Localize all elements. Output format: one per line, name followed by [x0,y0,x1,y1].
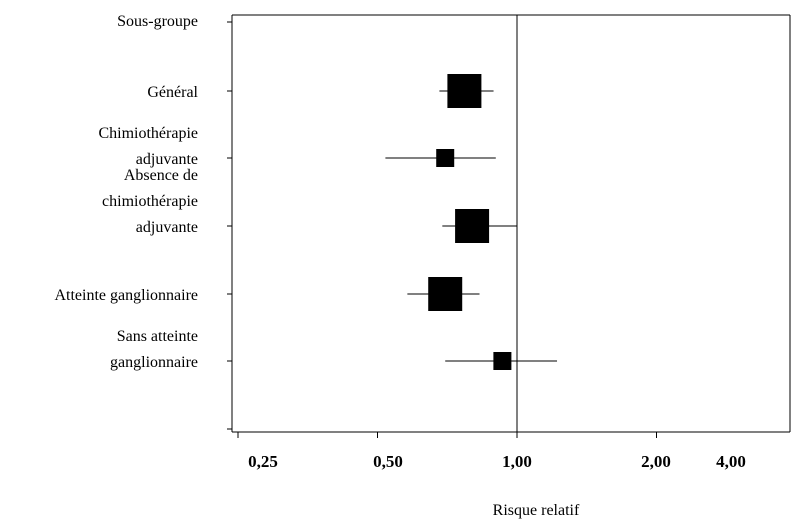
x-tick-label: 4,00 [716,452,746,471]
estimate-rows [385,74,558,370]
estimate-marker [428,277,463,311]
x-axis-label: Risque relatif [493,502,580,519]
subgroup-label: Sans atteinte [117,328,198,345]
x-axis-ticks: 0,25 0,50 1,00 2,00 4,00 [237,432,746,471]
x-tick-label: 2,00 [641,452,671,471]
x-tick-label: 0,25 [248,452,278,471]
subgroup-label: Chimiothérapie [98,125,198,142]
x-tick-label: 1,00 [502,452,532,471]
estimate-marker [493,352,512,370]
subgroup-label: adjuvante [136,219,198,236]
estimate-marker [436,149,455,167]
subgroup-label: Absence de [124,167,198,184]
subgroup-header: Sous-groupe [117,13,198,30]
subgroup-label: Général [147,84,198,101]
subgroup-label: chimiothérapie [102,193,198,210]
plot-frame [227,14,791,433]
estimate-marker [455,209,490,243]
subgroup-label: ganglionnaire [110,354,198,371]
subgroup-label: Atteinte ganglionnaire [54,287,198,304]
subgroup-labels: Sous-groupe Général Chimiothérapie adjuvan… [54,13,198,371]
x-tick-label: 0,50 [373,452,403,471]
subgroup-label: adjuvante [136,151,198,168]
estimate-marker [447,74,482,108]
